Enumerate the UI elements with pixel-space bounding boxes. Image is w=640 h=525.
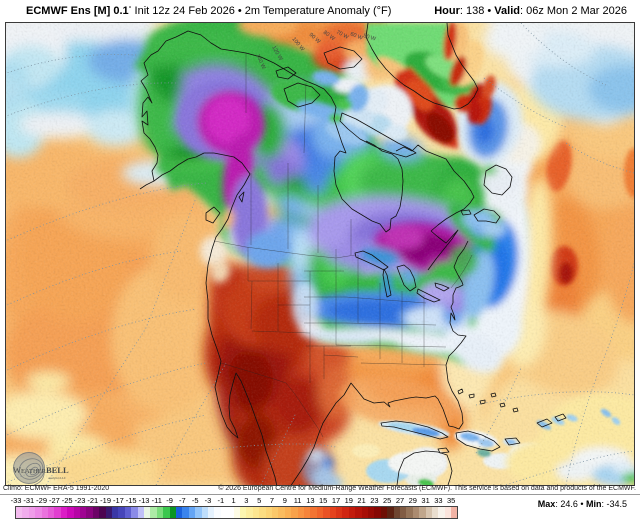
- svg-text:Analytics LLC: Analytics LLC: [48, 476, 66, 480]
- svg-text:70 W: 70 W: [335, 29, 350, 41]
- svg-text:WEATHERBELL: WEATHERBELL: [13, 465, 69, 475]
- svg-text:50 W: 50 W: [362, 33, 377, 43]
- svg-text:60 W: 60 W: [349, 31, 364, 42]
